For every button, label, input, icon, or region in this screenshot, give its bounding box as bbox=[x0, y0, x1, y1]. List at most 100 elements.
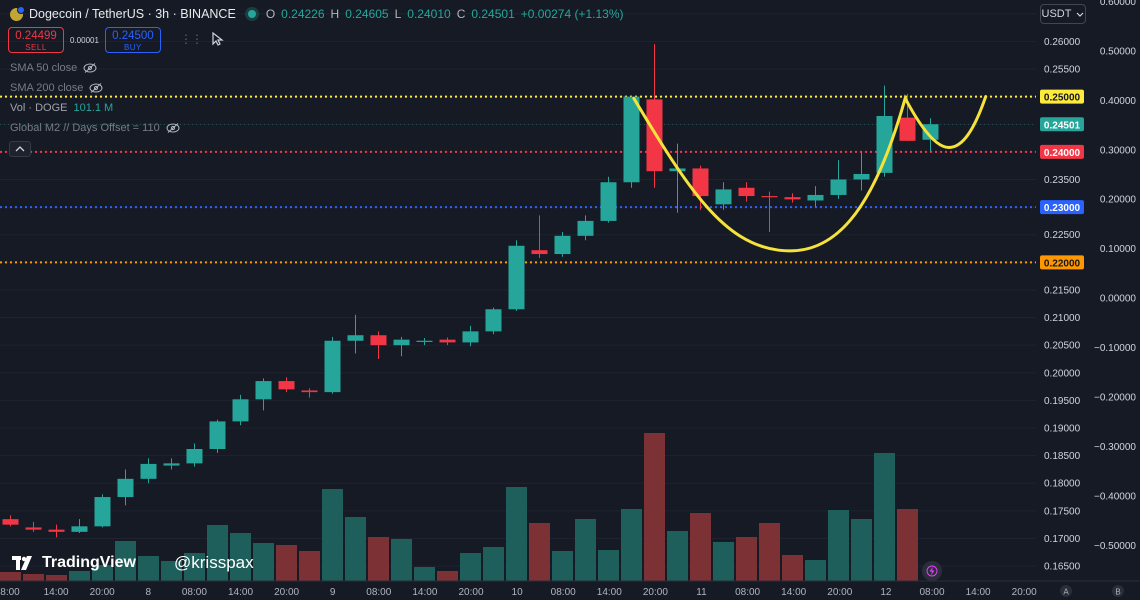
volume-bars bbox=[0, 433, 918, 581]
grip-icon[interactable]: ⋮⋮ bbox=[180, 32, 203, 46]
secondary-tick-label: 0.00000 bbox=[1100, 294, 1137, 305]
sell-price: 0.24499 bbox=[15, 30, 57, 42]
candle-body bbox=[48, 529, 65, 532]
close-label: C bbox=[456, 7, 466, 21]
volume-bar bbox=[851, 519, 872, 581]
candle-body bbox=[301, 390, 318, 393]
volume-bar bbox=[253, 543, 274, 581]
volume-bar bbox=[0, 572, 21, 581]
volume-bar bbox=[759, 523, 780, 581]
time-tick-label: 08:00 bbox=[919, 587, 944, 598]
currency-selector[interactable]: USDT bbox=[1040, 4, 1086, 24]
secondary-tick-label: −0.40000 bbox=[1094, 492, 1136, 503]
secondary-tick-label: 0.30000 bbox=[1100, 145, 1137, 156]
indicator-label: Global M2 // Days Offset = 110 bbox=[10, 122, 160, 134]
candle-body bbox=[646, 99, 663, 172]
time-tick-label: 08:00 bbox=[182, 587, 207, 598]
high-label: H bbox=[330, 7, 340, 21]
level-labels: 0.25000 0.24501 0.24000 0.23000 0.22000 bbox=[1040, 89, 1084, 270]
tradingview-watermark: TradingView bbox=[12, 554, 136, 572]
volume-bar bbox=[69, 571, 90, 581]
currency-label: USDT bbox=[1041, 8, 1072, 20]
volume-bar bbox=[299, 551, 320, 581]
price-tick-label: 0.18500 bbox=[1044, 451, 1081, 462]
lightning-icon[interactable] bbox=[922, 561, 942, 581]
chevron-up-icon bbox=[15, 146, 25, 152]
secondary-axis: 0.60000 0.50000 0.40000 0.30000 0.20000 0.100… bbox=[1094, 0, 1136, 552]
candle-body bbox=[255, 381, 272, 400]
candle-body bbox=[554, 235, 571, 255]
candle-body bbox=[393, 339, 410, 346]
price-tick-label: 0.20500 bbox=[1044, 341, 1081, 352]
candle-body bbox=[531, 250, 548, 255]
time-tick-label: 20:00 bbox=[643, 587, 668, 598]
candle-body bbox=[347, 335, 364, 341]
candle-body bbox=[232, 399, 249, 422]
secondary-tick-label: 0.40000 bbox=[1100, 96, 1137, 107]
candle-body bbox=[692, 168, 709, 197]
chevron-down-icon bbox=[1077, 12, 1084, 17]
buy-button[interactable]: 0.24500 BUY bbox=[104, 27, 161, 53]
candle-body bbox=[416, 340, 433, 342]
indicator-volume[interactable]: Vol · DOGE 101.1 M bbox=[10, 102, 113, 114]
volume-bar bbox=[46, 575, 67, 581]
price-tick-label: 0.23500 bbox=[1044, 175, 1081, 186]
price-tick-label: 0.17500 bbox=[1044, 506, 1081, 517]
volume-bar bbox=[552, 551, 573, 581]
indicator-label: SMA 50 close bbox=[10, 62, 78, 74]
high-value: 0.24605 bbox=[345, 7, 389, 21]
time-axis: 8:00 14:00 20:00 8 08:00 14:00 20:00 9 08:00 14:0… bbox=[0, 580, 1140, 600]
time-tick-label: 20:00 bbox=[827, 587, 852, 598]
axis-mode-button bbox=[1112, 585, 1124, 597]
candle-body bbox=[462, 331, 479, 343]
volume-bar bbox=[805, 560, 826, 581]
sell-button[interactable]: 0.24499 SELL bbox=[8, 27, 64, 53]
secondary-tick-label: −0.10000 bbox=[1094, 343, 1136, 354]
dogecoin-icon bbox=[10, 5, 25, 21]
cursor-icon[interactable] bbox=[210, 32, 224, 46]
level-label-box bbox=[1040, 144, 1084, 159]
candle-body bbox=[899, 117, 916, 141]
level-label-text: 0.23000 bbox=[1044, 203, 1081, 214]
volume-bar bbox=[184, 553, 205, 581]
volume-bar bbox=[207, 525, 228, 581]
candle-body bbox=[324, 340, 341, 393]
candle-body bbox=[71, 526, 88, 532]
secondary-tick-label: 0.50000 bbox=[1100, 46, 1137, 57]
cup-and-handle-drawing bbox=[632, 94, 988, 253]
time-tick-label: 20:00 bbox=[1012, 587, 1037, 598]
open-label: O bbox=[265, 7, 276, 21]
collapse-legend-button[interactable] bbox=[9, 141, 31, 157]
volume-bar bbox=[782, 555, 803, 581]
symbol-title[interactable]: Dogecoin / TetherUS · 3h · BINANCE bbox=[29, 7, 236, 21]
candle-body bbox=[853, 173, 870, 180]
time-tick-label: 8 bbox=[146, 587, 152, 598]
secondary-tick-label: −0.30000 bbox=[1094, 442, 1136, 453]
level-label-text: 0.22000 bbox=[1044, 258, 1081, 269]
price-tick-label: 0.19000 bbox=[1044, 424, 1081, 435]
indicator-sma50[interactable]: SMA 50 close bbox=[10, 62, 97, 74]
drawing-toolbar: ⋮⋮ bbox=[176, 27, 228, 51]
volume-bar bbox=[667, 531, 688, 581]
eye-hidden-icon[interactable] bbox=[83, 63, 97, 73]
time-tick-label: 08:00 bbox=[551, 587, 576, 598]
volume-bar bbox=[874, 453, 895, 581]
eye-hidden-icon[interactable] bbox=[166, 123, 180, 133]
price-tick-label: 0.21000 bbox=[1044, 313, 1081, 324]
indicator-sma200[interactable]: SMA 200 close bbox=[10, 82, 103, 94]
volume-bar bbox=[437, 571, 458, 581]
time-tick-label: 9 bbox=[330, 587, 336, 598]
indicator-global-m2[interactable]: Global M2 // Days Offset = 110 bbox=[10, 122, 180, 134]
secondary-tick-label: −0.50000 bbox=[1094, 541, 1136, 552]
candle-body bbox=[25, 527, 42, 530]
level-label-box bbox=[1040, 200, 1084, 215]
time-tick-label: 20:00 bbox=[274, 587, 299, 598]
time-tick-label: 20:00 bbox=[90, 587, 115, 598]
eye-hidden-icon[interactable] bbox=[89, 83, 103, 93]
spread-value: 0.00001 bbox=[70, 35, 99, 45]
volume-bar bbox=[138, 556, 159, 581]
volume-bar bbox=[322, 489, 343, 581]
price-tick-label: 0.22500 bbox=[1044, 230, 1081, 241]
low-label: L bbox=[394, 7, 402, 21]
